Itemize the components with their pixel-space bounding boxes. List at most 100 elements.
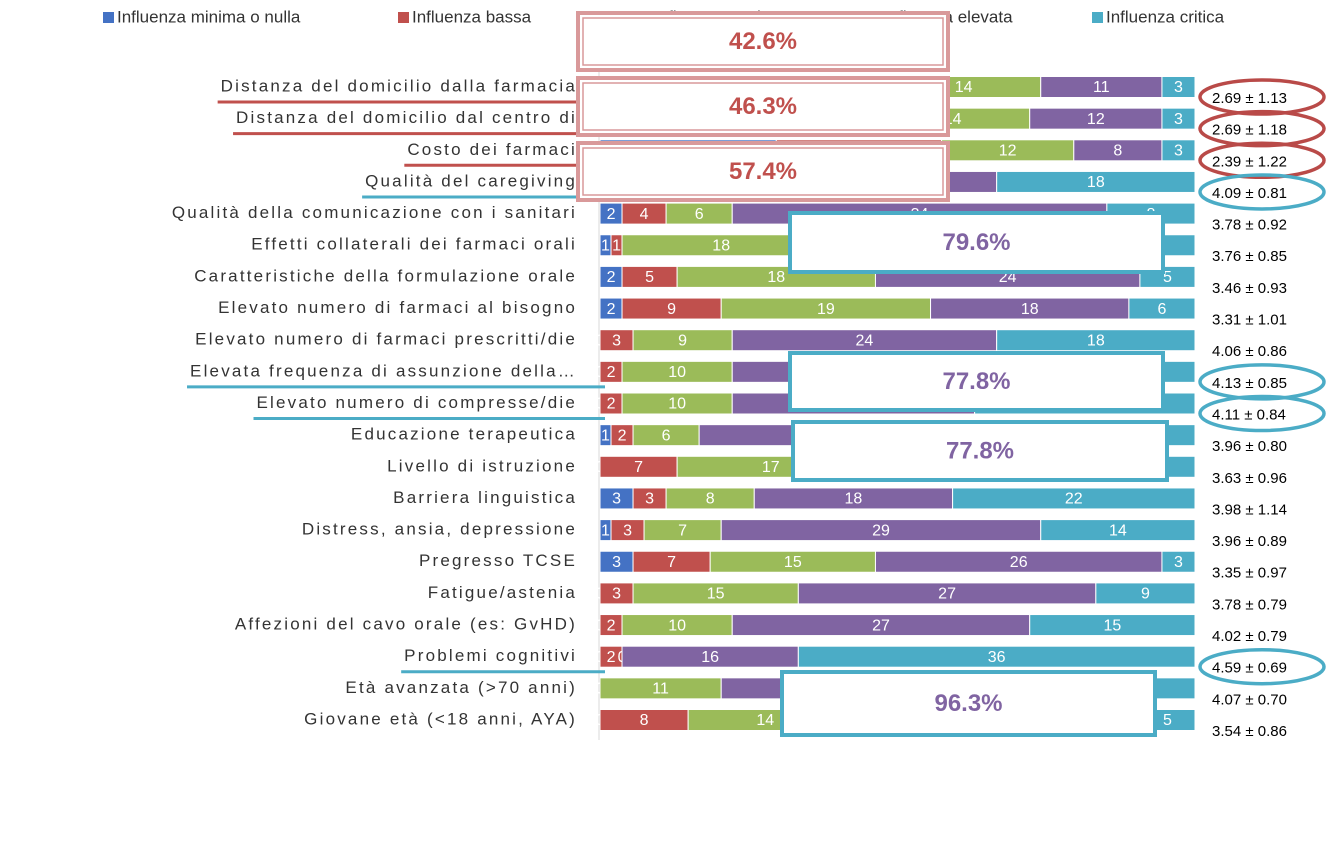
legend-swatch: [1092, 12, 1103, 23]
segment-label: 3: [1174, 143, 1183, 160]
annotation-label: 79.6%: [942, 229, 1010, 256]
segment-label: 14: [955, 79, 973, 96]
annotation-box: [576, 11, 950, 72]
legend-label: Influenza minima o nulla: [117, 7, 301, 26]
segment-label: 19: [817, 301, 835, 318]
mean-label: 4.13 ± 0.85: [1212, 375, 1287, 392]
annotation-box: [576, 76, 950, 137]
segment-label: 15: [707, 586, 725, 603]
mean-highlight: [1198, 394, 1326, 433]
category-label: Barriera linguistica: [393, 488, 577, 507]
segment-label: 2: [607, 301, 616, 318]
bar-segment: [1161, 107, 1196, 130]
category-label: Fatigue/astenia: [428, 583, 577, 602]
mean-label: 3.76 ± 0.85: [1212, 248, 1287, 265]
category-label: Età avanzata (>70 anni): [345, 678, 577, 697]
bar-segment: [952, 487, 1196, 510]
category-label: Livello di istruzione: [387, 456, 577, 475]
mean-label: 3.35 ± 0.97: [1212, 565, 1287, 582]
segment-label: 2: [607, 649, 616, 666]
bar-segment: [996, 170, 1196, 193]
segment-label: 5: [1163, 712, 1172, 729]
segment-label: 1: [601, 522, 610, 539]
segment-label: 14: [756, 712, 774, 729]
annotation-label: 42.6%: [729, 28, 797, 55]
segment-label: 24: [856, 332, 874, 349]
legend-label: Influenza critica: [1106, 7, 1225, 26]
segment-label: 2: [607, 206, 616, 223]
segment-label: 5: [645, 269, 654, 286]
segment-label: 2: [607, 364, 616, 381]
segment-label: 15: [1103, 617, 1121, 634]
mean-highlight: [1198, 647, 1326, 686]
legend-label: Influenza bassa: [412, 7, 532, 26]
category-label: Costo dei farmaci: [407, 140, 577, 159]
mean-label: 2.39 ± 1.22: [1212, 153, 1287, 170]
category-label: Qualità della comunicazione con i sanita…: [172, 203, 577, 222]
segment-label: 9: [678, 332, 687, 349]
mean-label: 4.07 ± 0.70: [1212, 691, 1287, 708]
segment-label: 10: [668, 617, 686, 634]
segment-label: 36: [988, 649, 1006, 666]
category-label: Problemi cognitivi: [404, 646, 577, 665]
mean-label: 4.06 ± 0.86: [1212, 343, 1287, 360]
category-label: Effetti collaterali dei farmaci orali: [251, 235, 577, 254]
category-label: Giovane età (<18 anni, AYA): [304, 709, 577, 728]
bar-segment: [1128, 297, 1196, 320]
legend-swatch: [103, 12, 114, 23]
segment-label: 3: [1174, 111, 1183, 128]
annotation-box: [788, 211, 1165, 274]
annotation-label: 77.8%: [942, 368, 1010, 395]
segment-label: 18: [712, 237, 730, 254]
segment-label: 3: [645, 491, 654, 508]
bar-segment: [797, 645, 1196, 668]
mean-highlight: [1198, 109, 1326, 148]
segment-label: 10: [668, 364, 686, 381]
category-label: Elevata frequenza di assunzione della…: [190, 361, 577, 380]
category-label: Elevato numero di farmaci al bisogno: [218, 298, 577, 317]
mean-label: 2.69 ± 1.18: [1212, 122, 1287, 139]
bar-segment: [1161, 550, 1196, 573]
mean-highlight: [1198, 141, 1326, 180]
segment-label: 18: [1087, 332, 1105, 349]
category-label: Affezioni del cavo orale (es: GvHD): [235, 615, 577, 634]
segment-label: 5: [1163, 269, 1172, 286]
mean-label: 3.78 ± 0.79: [1212, 596, 1287, 613]
category-label: Caratteristiche della formulazione orale: [194, 266, 577, 285]
mean-label: 2.69 ± 1.13: [1212, 90, 1287, 107]
category-label: Qualità del caregiving: [365, 171, 577, 190]
segment-label: 11: [652, 681, 669, 698]
segment-label: 3: [612, 554, 621, 571]
mean-highlight: [1198, 78, 1326, 116]
mean-label: 4.09 ± 0.81: [1212, 185, 1287, 202]
mean-label: 4.59 ± 0.69: [1212, 660, 1287, 677]
annotation-box: [780, 670, 1157, 737]
segment-label: 3: [612, 491, 621, 508]
segment-label: 4: [640, 206, 649, 223]
annotation-label: 46.3%: [729, 93, 797, 120]
mean-label: 3.54 ± 0.86: [1212, 723, 1287, 740]
annotation-box-inner: [582, 147, 944, 196]
bar-segment: [1040, 519, 1196, 542]
segment-label: 1: [601, 237, 610, 254]
segment-label: 12: [999, 143, 1017, 160]
mean-highlight: [1198, 363, 1326, 401]
segment-label: 18: [767, 269, 785, 286]
category-label: Pregresso TCSE: [419, 551, 577, 570]
segment-label: 6: [1157, 301, 1166, 318]
annotation-label: 57.4%: [729, 158, 797, 185]
segment-label: 3: [1174, 554, 1183, 571]
bar-segment: [1095, 582, 1196, 605]
mean-label: 4.11 ± 0.84: [1212, 406, 1286, 423]
bar-segment: [996, 329, 1196, 352]
segment-label: 1: [612, 237, 621, 254]
mean-label: 3.96 ± 0.80: [1212, 438, 1287, 455]
segment-label: 3: [623, 522, 632, 539]
segment-label: 12: [1087, 111, 1105, 128]
legend-swatch: [398, 12, 409, 23]
segment-label: 15: [784, 554, 802, 571]
segment-label: 9: [1141, 586, 1150, 603]
category-label: Distanza del domicilio dalla farmacia: [221, 76, 577, 95]
mean-label: 3.78 ± 0.92: [1212, 217, 1287, 234]
